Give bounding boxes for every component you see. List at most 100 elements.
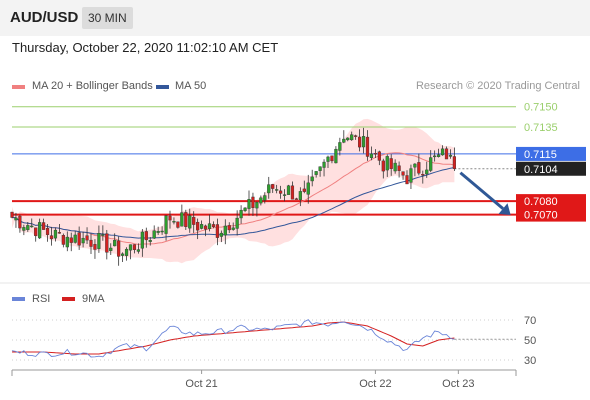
candle-body	[444, 148, 449, 160]
candle-body	[57, 232, 61, 234]
level-label: 0.7070	[524, 210, 558, 222]
candle-body	[203, 225, 208, 230]
candle-body	[65, 236, 69, 248]
candle-body	[77, 232, 81, 246]
candle-body	[373, 153, 377, 155]
candle-body	[448, 154, 453, 157]
chart-header: AUD/USD 30 MIN	[0, 0, 590, 36]
candle-body	[259, 197, 263, 204]
credit-text: Research © 2020 Trading Central	[415, 80, 580, 92]
candle-body	[14, 217, 18, 221]
legend-ma9: 9MA	[82, 293, 105, 305]
candle-body	[338, 142, 342, 151]
symbol-label: AUD/USD	[10, 9, 79, 26]
candle-body	[433, 155, 437, 158]
level-badge	[516, 146, 586, 161]
candle-body	[381, 160, 385, 172]
bollinger-band	[12, 118, 455, 264]
candle-body	[409, 168, 413, 183]
candle-body	[207, 223, 212, 229]
current-price-label: 0.7104	[524, 164, 558, 176]
candle-body	[389, 158, 393, 169]
candle-body	[369, 153, 374, 159]
candle-body	[334, 148, 338, 164]
candle-body	[128, 244, 133, 251]
candle-body	[326, 156, 330, 162]
candle-body	[184, 212, 188, 227]
candle-body	[279, 190, 283, 194]
level-badge	[516, 194, 586, 209]
candle-body	[298, 191, 302, 200]
candle-body	[231, 227, 235, 230]
candle-body	[124, 248, 129, 256]
candle-body	[385, 156, 389, 171]
level-badge	[516, 207, 586, 222]
candle-body	[354, 135, 358, 137]
candle-body	[271, 184, 275, 189]
candle-body	[417, 162, 421, 174]
ma20-swatch	[12, 85, 25, 89]
timeframe-badge[interactable]: 30 MIN	[82, 7, 133, 29]
candle-body	[105, 233, 109, 253]
rsi-tick-label: 50	[524, 335, 536, 347]
candle-body	[227, 225, 231, 231]
candle-body	[22, 227, 26, 231]
candle-body	[275, 189, 279, 191]
candle-body	[263, 195, 267, 201]
candle-body	[401, 171, 405, 176]
candle-body	[429, 157, 433, 171]
candle-body	[219, 232, 223, 237]
level-label: 0.7080	[524, 196, 558, 208]
candle-body	[136, 249, 140, 252]
candle-body	[34, 227, 38, 236]
candle-body	[365, 136, 370, 157]
candle-body	[172, 221, 176, 223]
candle-body	[85, 235, 89, 241]
candle-body	[239, 209, 243, 219]
candle-body	[132, 244, 137, 250]
candle-body	[38, 222, 42, 239]
candle-body	[350, 134, 354, 141]
candle-body	[405, 175, 409, 185]
candle-body	[452, 156, 456, 169]
candle-body	[160, 230, 164, 233]
candle-body	[440, 148, 445, 156]
candle-body	[243, 207, 247, 211]
candle-body	[53, 229, 58, 239]
x-tick-label: Oct 23	[442, 378, 474, 390]
candle-body	[413, 163, 417, 168]
candle-body	[93, 244, 97, 250]
candle-body	[267, 184, 271, 194]
legend-ma20: MA 20 + Bollinger Bands	[32, 80, 153, 92]
candle-body	[306, 182, 310, 195]
candle-body	[251, 196, 255, 208]
candle-body	[81, 237, 85, 244]
candle-body	[140, 231, 144, 249]
legend-ma50: MA 50	[175, 80, 207, 92]
candle-body	[310, 176, 314, 182]
candle-body	[73, 234, 77, 243]
timestamp: Thursday, October 22, 2020 11:02:10 AM C…	[12, 40, 279, 55]
ma9-line	[12, 321, 455, 355]
candle-body	[196, 221, 200, 231]
candle-body	[152, 230, 156, 239]
candle-body	[215, 224, 219, 238]
candle-body	[26, 225, 30, 230]
candle-body	[117, 240, 121, 257]
candle-body	[247, 199, 251, 209]
candle-body	[156, 231, 160, 233]
candle-body	[437, 154, 441, 157]
candle-body	[113, 239, 117, 247]
candle-body	[255, 202, 259, 209]
candle-body	[290, 185, 295, 200]
candle-body	[30, 225, 34, 228]
candle-body	[10, 211, 14, 218]
candle-body	[286, 185, 291, 195]
candle-body	[330, 155, 334, 162]
candle-body	[49, 235, 54, 240]
legend-rsi: RSI	[32, 293, 51, 305]
candle-body	[361, 136, 366, 148]
rsi-swatch	[12, 297, 25, 301]
